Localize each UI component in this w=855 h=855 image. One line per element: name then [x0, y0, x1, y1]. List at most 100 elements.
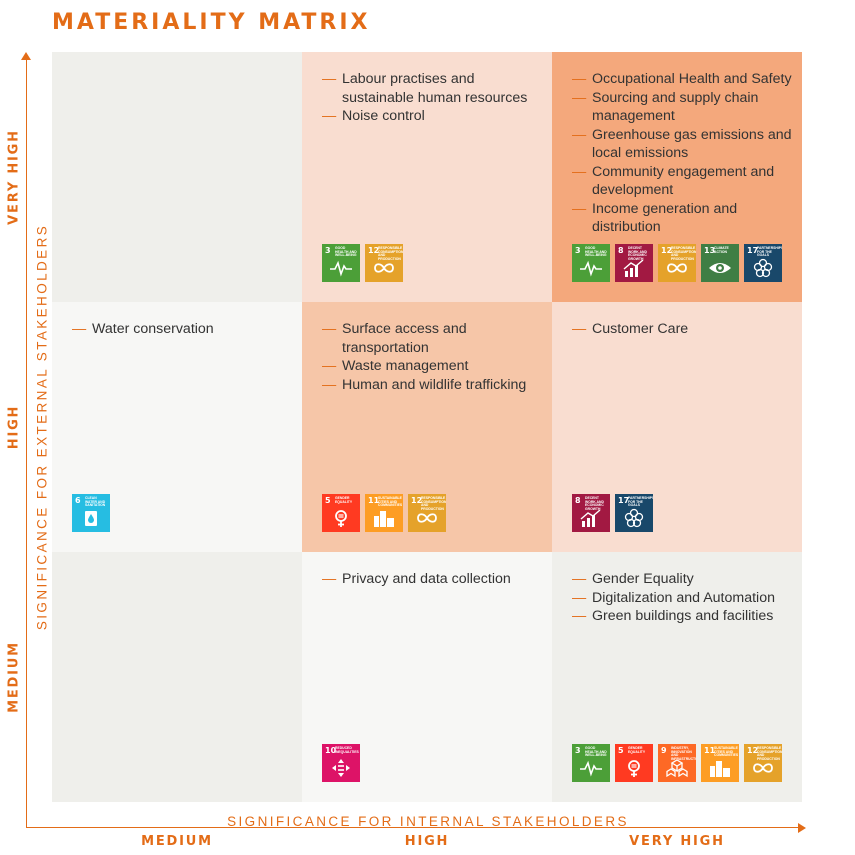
- issue-item: Greenhouse gas emissions and local emiss…: [572, 126, 792, 163]
- sdg-label: Responsible consumption and production: [671, 246, 696, 261]
- sdg-17-badge: 17 Partnerships for the goals: [615, 494, 653, 532]
- sdg-5-badge: 5 Gender equality: [615, 744, 653, 782]
- infinity-icon: [753, 763, 773, 773]
- infinity-icon: [667, 263, 687, 273]
- issue-list: Water conservation: [72, 320, 292, 339]
- sdg-label: Sustainable cities and communities: [714, 746, 739, 758]
- issue-item: Digitalization and Automation: [572, 589, 792, 608]
- sdg-11-badge: 11 Sustainable cities and communities: [701, 744, 739, 782]
- sdg-number: 8: [575, 496, 581, 505]
- eye-globe-icon: [709, 263, 731, 273]
- issue-item: Privacy and data collection: [322, 570, 542, 589]
- sdg-3-badge: 3 Good health and well-being: [322, 244, 360, 282]
- issue-item: Waste management: [322, 357, 542, 376]
- sdg-12-badge: 12 Responsible consumption and production: [408, 494, 446, 532]
- city-icon: [374, 511, 394, 527]
- cubes-icon: [666, 759, 688, 778]
- issue-item: Customer Care: [572, 320, 792, 339]
- sdg-label: Sustainable cities and communities: [378, 496, 403, 508]
- infinity-icon: [374, 263, 394, 273]
- sdg-label: Good health and well-being: [585, 746, 607, 758]
- heartbeat-icon: [580, 760, 602, 777]
- issue-list: Customer Care: [572, 320, 792, 339]
- growth-chart-icon: [580, 509, 601, 527]
- issue-item: Occupational Health and Safety: [572, 70, 792, 89]
- y-axis-arrow: [21, 52, 31, 60]
- sdg-number: 17: [618, 496, 630, 505]
- sdg-6-badge: 6 Clean water and sanitation: [72, 494, 110, 532]
- equality-arrows-icon: [332, 759, 350, 777]
- sdg-icon-row: 6 Clean water and sanitation: [72, 494, 110, 532]
- issue-item: Income generation and distribution: [572, 200, 792, 237]
- issue-list: Labour practises and sustainable human r…: [322, 70, 542, 126]
- sdg-12-badge: 12 Responsible consumption and production: [365, 244, 403, 282]
- sdg-3-badge: 3 Good health and well-being: [572, 744, 610, 782]
- sdg-icon-row: 10 Reduced inequalities: [322, 744, 360, 782]
- flower-icon: [624, 508, 644, 528]
- sdg-icon-row: 3 Good health and well-being 8 Decent work …: [572, 244, 782, 282]
- matrix-cell-very-high-medium: [52, 52, 302, 302]
- gender-icon: [628, 760, 640, 777]
- x-tick-medium: MEDIUM: [141, 834, 213, 849]
- sdg-number: 3: [575, 746, 581, 755]
- sdg-label: Clean water and sanitation: [85, 496, 106, 508]
- issue-item: Community engagement and development: [572, 163, 792, 200]
- matrix-cell-medium-very-high: Gender EqualityDigitalization and Automa…: [552, 552, 802, 802]
- sdg-label: Industry, innovation and infrastructure: [671, 746, 696, 761]
- issue-item: Sourcing and supply chain management: [572, 89, 792, 126]
- heartbeat-icon: [330, 260, 352, 277]
- matrix-cell-very-high-very-high: Occupational Health and SafetySourcing a…: [552, 52, 802, 302]
- city-icon: [710, 761, 730, 777]
- issue-list: Privacy and data collection: [322, 570, 542, 589]
- sdg-8-badge: 8 Decent work and economic growth: [615, 244, 653, 282]
- sdg-number: 6: [75, 496, 81, 505]
- sdg-label: Climate action: [714, 246, 729, 254]
- matrix-cell-very-high-high: Labour practises and sustainable human r…: [302, 52, 552, 302]
- issue-item: Labour practises and sustainable human r…: [322, 70, 542, 107]
- issue-item: Human and wildlife trafficking: [322, 376, 542, 395]
- sdg-label: Partnerships for the goals: [757, 246, 782, 258]
- matrix-cell-high-medium: Water conservation 6 Clean water and sanit…: [52, 302, 302, 552]
- sdg-17-badge: 17 Partnerships for the goals: [744, 244, 782, 282]
- sdg-label: Good health and well-being: [335, 246, 357, 258]
- x-tick-very-high: VERY HIGH: [629, 834, 725, 849]
- sdg-5-badge: 5 Gender equality: [322, 494, 360, 532]
- sdg-8-badge: 8 Decent work and economic growth: [572, 494, 610, 532]
- sdg-12-badge: 12 Responsible consumption and production: [744, 744, 782, 782]
- issue-list: Gender EqualityDigitalization and Automa…: [572, 570, 792, 626]
- sdg-10-badge: 10 Reduced inequalities: [322, 744, 360, 782]
- sdg-number: 12: [411, 496, 423, 505]
- y-tick-medium: MEDIUM: [6, 641, 22, 713]
- sdg-icon-row: 3 Good health and well-being 12 Responsible…: [322, 244, 403, 282]
- growth-chart-icon: [623, 259, 644, 277]
- matrix-cell-medium-medium: [52, 552, 302, 802]
- sdg-number: 13: [704, 246, 716, 255]
- issue-item: Gender Equality: [572, 570, 792, 589]
- page-title: MATERIALITY MATRIX: [52, 10, 371, 35]
- matrix-cell-medium-high: Privacy and data collection 10Reduced ine…: [302, 552, 552, 802]
- y-tick-very-high: VERY HIGH: [6, 129, 22, 225]
- sdg-number: 17: [747, 246, 759, 255]
- y-tick-high: HIGH: [6, 404, 22, 450]
- sdg-number: 8: [618, 246, 624, 255]
- sdg-label: Decent work and economic growth: [628, 246, 647, 261]
- sdg-label: Responsible consumption and production: [421, 496, 446, 511]
- sdg-number: 3: [575, 246, 581, 255]
- x-axis-line: [26, 827, 800, 828]
- sdg-number: 12: [661, 246, 673, 255]
- water-drop-icon: [85, 511, 97, 526]
- sdg-number: 11: [704, 746, 716, 755]
- infinity-icon: [417, 513, 437, 523]
- sdg-3-badge: 3 Good health and well-being: [572, 244, 610, 282]
- sdg-number: 11: [368, 496, 380, 505]
- heartbeat-icon: [580, 260, 602, 277]
- issue-item: Surface access and transportation: [322, 320, 542, 357]
- y-axis-label: SIGNIFICANCE FOR EXTERNAL STAKEHOLDERS: [34, 223, 50, 631]
- sdg-label: Good health and well-being: [585, 246, 607, 258]
- sdg-icon-row: 3 Good health and well-being 5 Gender equal…: [572, 744, 782, 782]
- sdg-label: Partnerships for the goals: [628, 496, 653, 508]
- issue-item: Green buildings and facilities: [572, 607, 792, 626]
- sdg-12-badge: 12 Responsible consumption and production: [658, 244, 696, 282]
- sdg-9-badge: 9 Industry, innovation and infrastructure: [658, 744, 696, 782]
- matrix-cell-high-high: Surface access and transportationWaste m…: [302, 302, 552, 552]
